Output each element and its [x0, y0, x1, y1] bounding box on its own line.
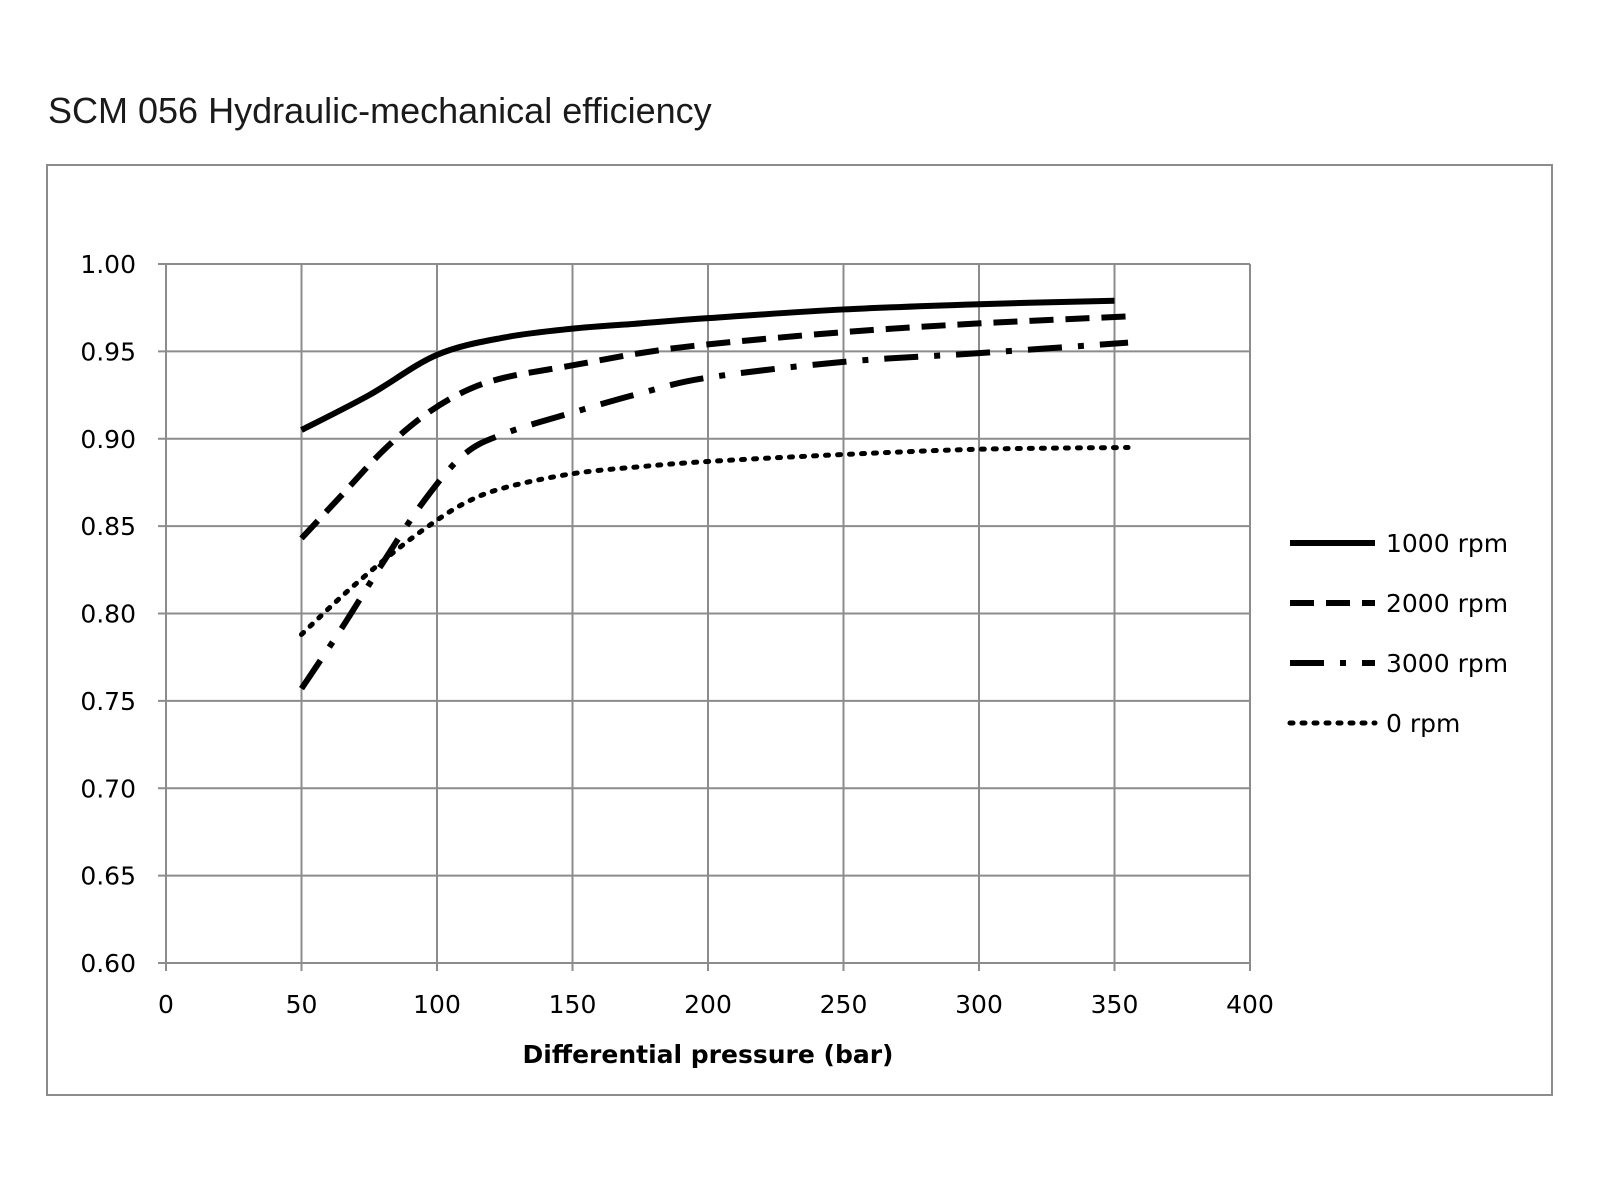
legend-label-1000-rpm: 1000 rpm	[1386, 529, 1508, 558]
series-lines	[299, 297, 1131, 691]
legend: 1000 rpm 2000 rpm 3000 rpm 0 rpm	[1287, 529, 1508, 738]
y-tick-label: 0.95	[80, 337, 136, 366]
series-line-2000-rpm	[299, 313, 1129, 541]
x-tick-label: 350	[1091, 990, 1139, 1019]
legend-label-2000-rpm: 2000 rpm	[1386, 589, 1508, 618]
series-line-0-rpm	[299, 444, 1131, 637]
x-tick-label: 400	[1226, 990, 1274, 1019]
x-tick-label: 0	[158, 990, 174, 1019]
y-tick-label: 0.60	[80, 949, 136, 978]
x-tick-label: 300	[955, 990, 1003, 1019]
y-tick-label: 1.00	[80, 250, 136, 279]
grid	[166, 263, 1251, 963]
legend-label-0-rpm: 0 rpm	[1386, 709, 1460, 738]
y-tick-label: 0.90	[80, 425, 136, 454]
x-tick-label: 150	[549, 990, 597, 1019]
chart-frame	[46, 164, 1553, 1096]
y-tick-label: 0.70	[80, 774, 136, 803]
chart-title: SCM 056 Hydraulic-mechanical efficiency	[48, 90, 712, 131]
x-tick-label: 250	[820, 990, 868, 1019]
tick-labels: 0.60 0.65 0.70 0.75 0.80 0.85 0.90 0.95 1.00 0 50 1…	[80, 250, 1274, 1019]
axes	[158, 263, 1251, 971]
x-tick-label: 200	[684, 990, 732, 1019]
x-tick-label: 100	[413, 990, 461, 1019]
x-tick-label: 50	[286, 990, 318, 1019]
x-axis-title: Differential pressure (bar)	[523, 1040, 894, 1069]
y-tick-label: 0.80	[80, 600, 136, 629]
y-tick-label: 0.75	[80, 687, 136, 716]
series-line-1000-rpm	[300, 297, 1115, 433]
legend-label-3000-rpm: 3000 rpm	[1386, 649, 1508, 678]
y-tick-label: 0.85	[80, 512, 136, 541]
y-tick-label: 0.65	[80, 862, 136, 891]
